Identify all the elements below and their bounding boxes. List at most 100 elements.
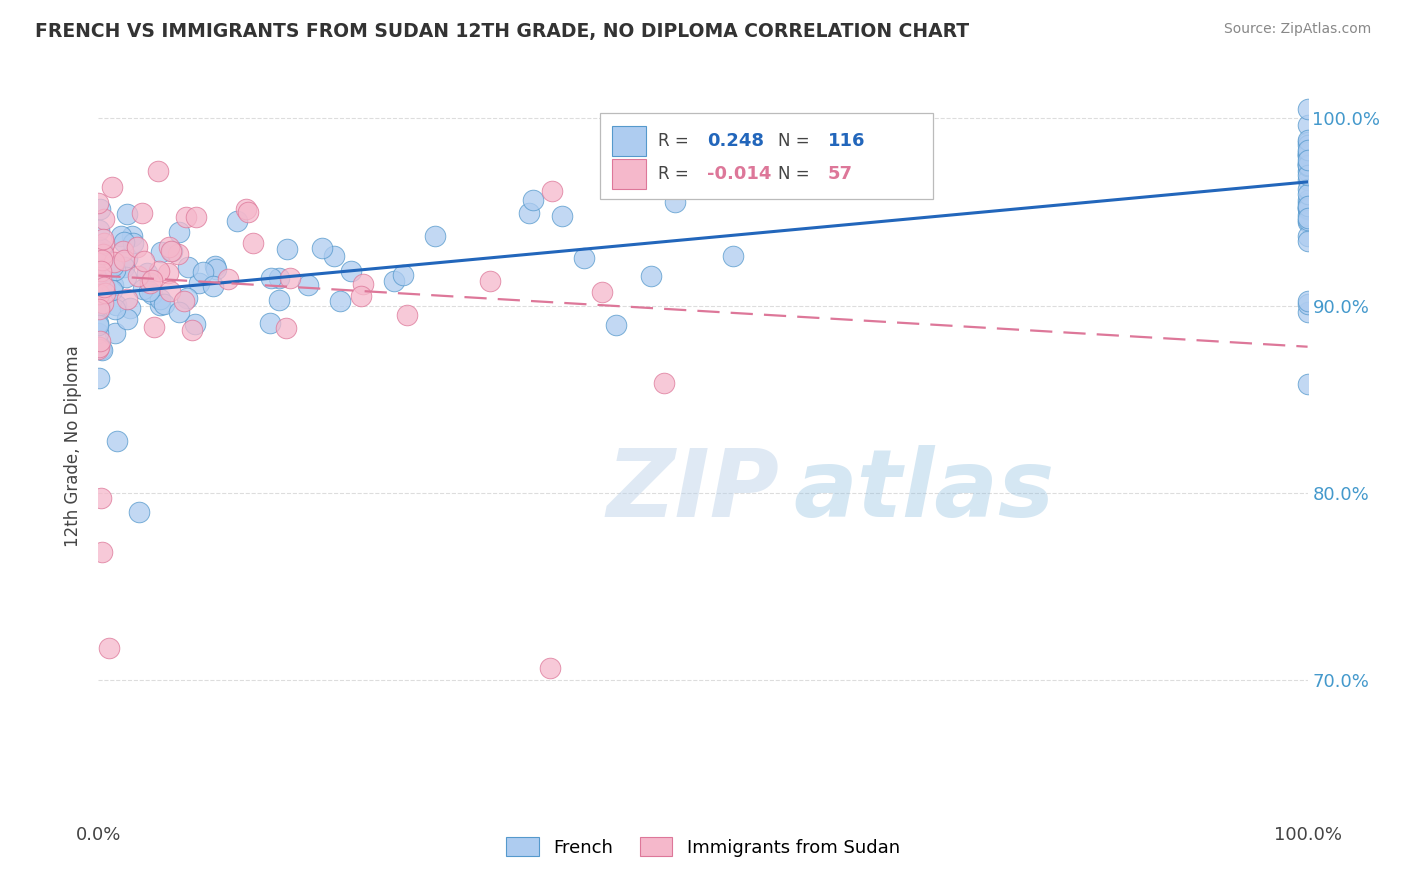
Point: [177, 260, 200, 274]
Point: [90, 264, 112, 278]
Point: [1296, 133, 1319, 147]
Text: R =: R =: [658, 132, 695, 150]
Point: [143, 319, 166, 334]
Point: [103, 277, 125, 292]
Point: [93, 286, 115, 301]
Point: [1296, 234, 1319, 248]
Point: [167, 225, 190, 239]
Point: [104, 263, 127, 277]
Point: [87, 294, 110, 309]
Point: [87, 279, 110, 293]
Point: [134, 254, 156, 268]
Point: [591, 285, 613, 300]
Point: [423, 229, 446, 244]
Point: [640, 269, 662, 284]
Point: [89, 301, 111, 316]
Point: [90, 270, 112, 285]
Point: [101, 180, 124, 194]
Point: [127, 268, 149, 283]
Point: [139, 277, 162, 291]
Point: [323, 249, 346, 263]
Point: [89, 287, 111, 301]
Text: Source: ZipAtlas.com: Source: ZipAtlas.com: [1223, 22, 1371, 37]
Point: [259, 316, 281, 330]
Point: [91, 242, 114, 256]
Point: [141, 287, 163, 301]
Point: [131, 206, 153, 220]
Point: [112, 252, 135, 267]
Point: [160, 244, 183, 259]
Point: [664, 195, 686, 210]
Point: [276, 243, 298, 257]
Point: [188, 276, 211, 290]
Point: [104, 301, 127, 316]
Point: [90, 244, 112, 259]
Point: [159, 284, 181, 298]
Point: [1296, 305, 1319, 319]
Point: [1296, 229, 1319, 244]
Point: [1296, 214, 1319, 228]
Point: [103, 255, 125, 269]
Point: [184, 211, 207, 225]
Point: [89, 302, 111, 317]
Bar: [613, 159, 647, 189]
Text: -0.014: -0.014: [707, 165, 770, 183]
Point: [352, 277, 374, 291]
Point: [148, 264, 170, 278]
Point: [174, 211, 197, 225]
Point: [1296, 158, 1319, 172]
Point: [105, 298, 128, 312]
Point: [167, 247, 190, 261]
Text: R =: R =: [658, 165, 695, 183]
Point: [1296, 146, 1319, 161]
Point: [93, 281, 115, 295]
Point: [149, 298, 172, 312]
Point: [204, 261, 226, 276]
Point: [115, 251, 138, 265]
Point: [90, 491, 112, 505]
Point: [97, 261, 120, 276]
Point: [87, 318, 110, 333]
Point: [384, 273, 406, 287]
Point: [115, 293, 138, 307]
Point: [1296, 143, 1319, 157]
Point: [112, 244, 135, 258]
Point: [153, 297, 176, 311]
Text: 116: 116: [828, 132, 865, 150]
Point: [115, 270, 138, 285]
Point: [90, 545, 112, 559]
Point: [167, 304, 190, 318]
Point: [87, 223, 110, 237]
Point: [181, 323, 204, 337]
Point: [148, 163, 170, 178]
Point: [149, 245, 172, 260]
Point: [1296, 168, 1319, 182]
Point: [1296, 157, 1319, 171]
Text: 57: 57: [828, 165, 852, 183]
Point: [1296, 199, 1319, 213]
Point: [90, 342, 112, 356]
Point: [100, 284, 122, 298]
Point: [160, 244, 183, 258]
Point: [157, 266, 180, 280]
Point: [1296, 182, 1319, 196]
Point: [269, 293, 291, 307]
Point: [138, 285, 160, 299]
Point: [87, 342, 110, 356]
Point: [128, 505, 150, 519]
Point: [93, 279, 115, 293]
Point: [202, 279, 225, 293]
Point: [1296, 102, 1319, 116]
Point: [87, 256, 110, 270]
Point: [120, 301, 142, 315]
Point: [141, 273, 163, 287]
Y-axis label: 12th Grade, No Diploma: 12th Grade, No Diploma: [65, 345, 83, 547]
Point: [1296, 193, 1319, 207]
Point: [1296, 200, 1319, 214]
Point: [93, 280, 115, 294]
Point: [1296, 293, 1319, 308]
Point: [721, 250, 744, 264]
Point: [110, 229, 132, 244]
Point: [242, 235, 264, 250]
Point: [1296, 118, 1319, 132]
